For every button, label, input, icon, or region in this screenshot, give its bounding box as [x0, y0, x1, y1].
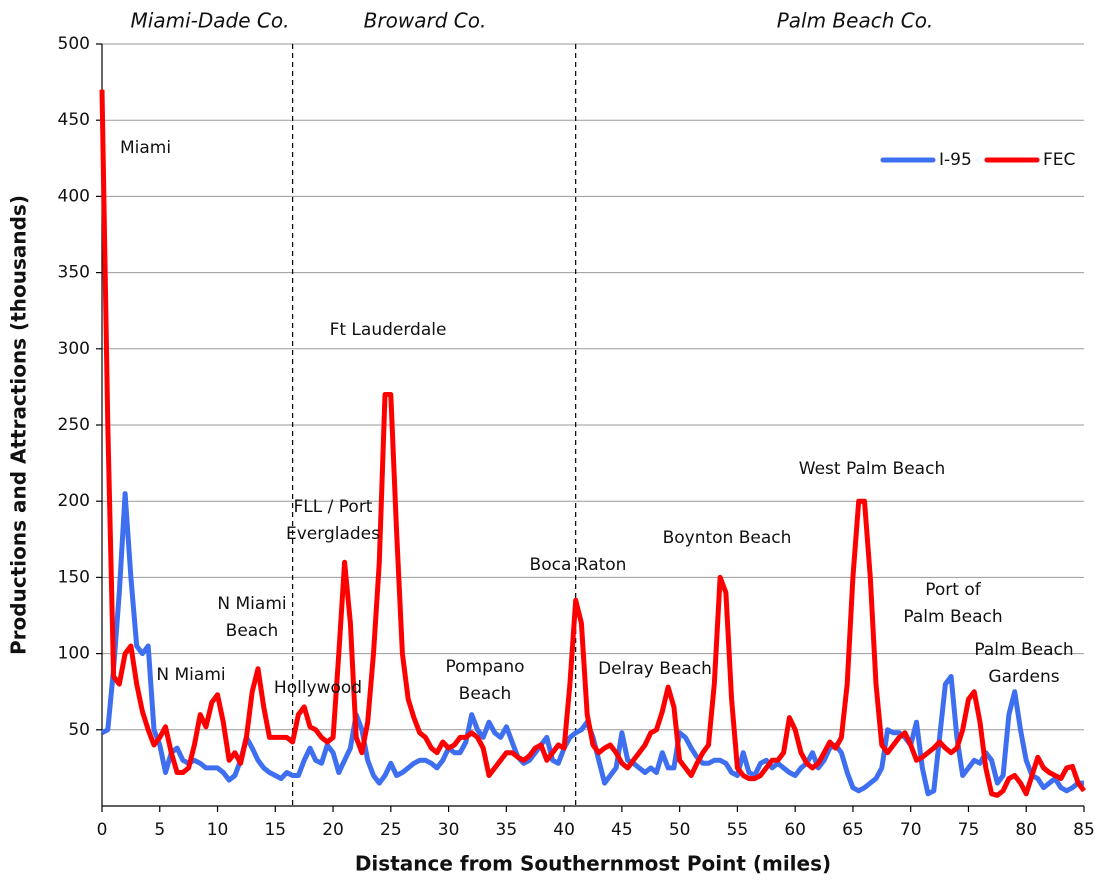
x-tick-label: 55	[727, 820, 749, 840]
x-tick-label: 40	[553, 820, 575, 840]
county-label: Broward Co.	[364, 9, 487, 33]
annotation: Palm Beach	[903, 607, 1002, 627]
annotation: Gardens	[988, 667, 1059, 687]
y-tick-label: 400	[58, 186, 90, 206]
x-tick-label: 10	[207, 820, 229, 840]
annotation: Delray Beach	[598, 659, 712, 679]
annotation: N Miami	[217, 594, 286, 614]
annotation: Boca Raton	[530, 555, 627, 575]
y-tick-label: 50	[68, 720, 90, 740]
y-tick-label: 100	[58, 644, 90, 664]
county-label: Palm Beach Co.	[777, 9, 934, 33]
x-tick-label: 60	[784, 820, 806, 840]
annotation: Beach	[459, 684, 512, 704]
x-tick-label: 5	[154, 820, 165, 840]
annotation: West Palm Beach	[799, 459, 945, 479]
legend-label: I-95	[939, 150, 972, 170]
x-tick-label: 15	[264, 820, 286, 840]
annotation: Pompano	[446, 657, 525, 677]
annotation: Everglades	[286, 524, 380, 544]
annotation: Palm Beach	[974, 640, 1073, 660]
legend-label: FEC	[1043, 150, 1075, 170]
x-tick-label: 50	[669, 820, 691, 840]
x-tick-label: 0	[97, 820, 108, 840]
annotation: Hollywood	[274, 678, 362, 698]
y-tick-label: 450	[58, 110, 90, 130]
y-tick-label: 500	[58, 34, 90, 54]
annotation: FLL / Port	[294, 497, 373, 517]
annotation: Ft Lauderdale	[330, 320, 447, 340]
x-tick-label: 35	[496, 820, 518, 840]
y-tick-label: 350	[58, 263, 90, 283]
y-tick-label: 150	[58, 567, 90, 587]
county-label: Miami-Dade Co.	[131, 9, 290, 33]
y-axis-title: Productions and Attractions (thousands)	[7, 195, 31, 655]
x-tick-label: 30	[438, 820, 460, 840]
x-tick-label: 45	[611, 820, 633, 840]
x-tick-label: 70	[900, 820, 922, 840]
x-tick-label: 80	[1015, 820, 1037, 840]
y-tick-label: 300	[58, 339, 90, 359]
x-tick-label: 75	[958, 820, 980, 840]
x-axis-title: Distance from Southernmost Point (miles)	[355, 852, 831, 876]
series-line	[99, 89, 1086, 798]
y-tick-label: 200	[58, 491, 90, 511]
annotation: Miami	[120, 138, 171, 158]
annotation: Boynton Beach	[663, 528, 792, 548]
x-tick-label: 85	[1073, 820, 1095, 840]
x-tick-label: 25	[380, 820, 402, 840]
annotation: N Miami	[156, 665, 225, 685]
x-tick-label: 65	[842, 820, 864, 840]
annotation: Beach	[226, 621, 279, 641]
annotation: Port of	[925, 580, 982, 600]
x-tick-label: 20	[322, 820, 344, 840]
y-tick-label: 250	[58, 415, 90, 435]
